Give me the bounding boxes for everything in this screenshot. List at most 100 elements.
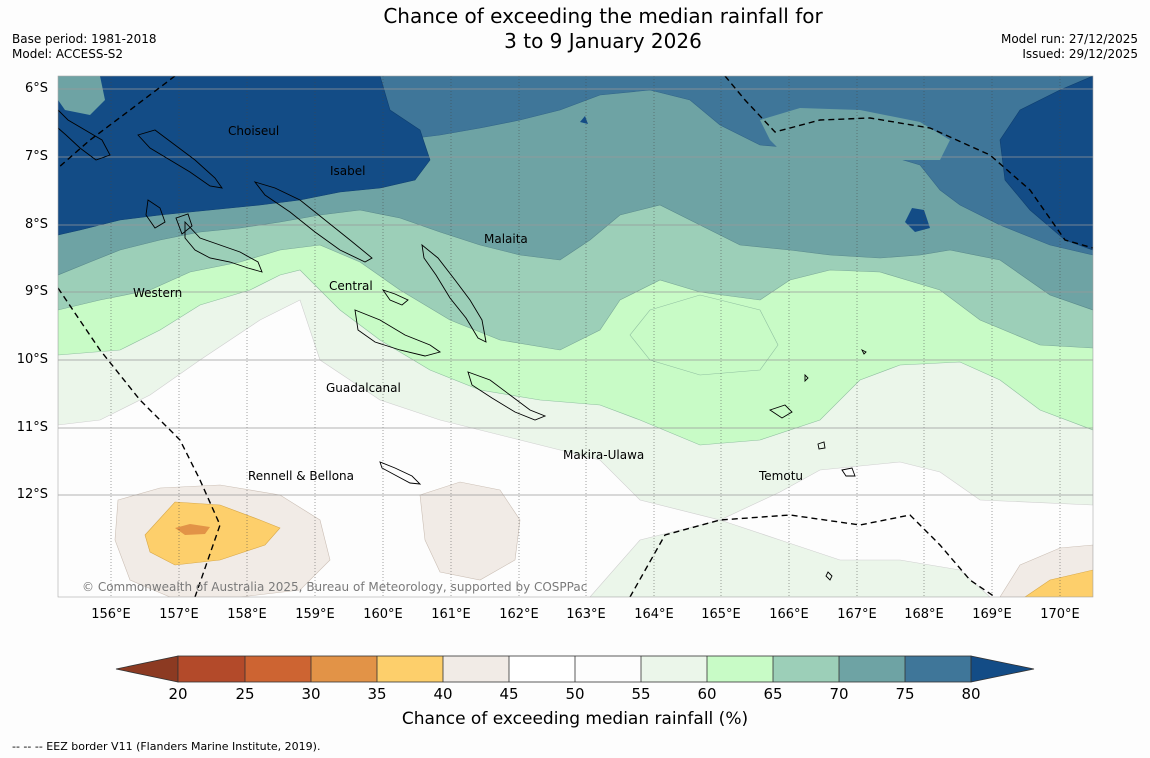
- lon-label-162e: 162°E: [499, 607, 539, 622]
- lat-label-6s: 6°S: [24, 81, 48, 96]
- base-period: Base period: 1981-2018: [12, 32, 157, 46]
- colorbar-tick-65: 65: [763, 685, 783, 703]
- lon-label-168e: 168°E: [904, 607, 944, 622]
- model-run-date: Model run: 27/12/2025: [1000, 32, 1138, 46]
- place-malaita: Malaita: [484, 232, 528, 246]
- lon-label-156e: 156°E: [91, 607, 131, 622]
- colorbar-label: Chance of exceeding median rainfall (%): [401, 709, 749, 729]
- patch-35-40-se: [1024, 569, 1093, 597]
- island-choiseul: [137, 129, 223, 189]
- lon-label-158e: 158°E: [227, 607, 267, 622]
- colorbar-tick-40: 40: [433, 685, 453, 703]
- patch-70-75-nw: [58, 76, 105, 115]
- colorbar-seg-45-50: [509, 656, 575, 682]
- colorbar: [115, 655, 1035, 683]
- lat-label-10s: 10°S: [16, 352, 48, 367]
- parallel-grid: [58, 88, 1093, 496]
- colorbar-tick-45: 45: [499, 685, 519, 703]
- lon-label-161e: 161°E: [431, 607, 471, 622]
- lon-label-160e: 160°E: [363, 607, 403, 622]
- model-name: Model: ACCESS-S2: [12, 47, 124, 61]
- colorbar-seg-30-35: [311, 656, 377, 682]
- island-bougainville: [58, 109, 111, 161]
- eez-north: [724, 76, 1093, 249]
- island-tikopia: [825, 571, 833, 581]
- lon-label-167e: 167°E: [837, 607, 877, 622]
- island-sikaiana: [860, 348, 867, 355]
- lon-label-159e: 159°E: [295, 607, 335, 622]
- lon-label-166e: 166°E: [769, 607, 809, 622]
- colorbar-seg-35-40: [377, 656, 443, 682]
- island-florida: [381, 289, 409, 306]
- place-makira-ulawa: Makira-Ulawa: [563, 448, 645, 462]
- eez-borders: [58, 76, 1093, 597]
- island-makira: [467, 371, 547, 421]
- eez-west: [58, 76, 176, 169]
- lat-label-11s: 11°S: [16, 420, 48, 435]
- island-rennell: [379, 461, 422, 485]
- island-new-georgia: [184, 220, 263, 273]
- island-malaita: [421, 243, 487, 343]
- island-santa-cruz: [768, 404, 793, 419]
- colorbar-seg-60-65: [707, 656, 773, 682]
- island-vanikoro: [841, 467, 856, 477]
- title-line-2: 3 to 9 January 2026: [504, 29, 702, 53]
- meta-right: Model run: 27/12/2025 Issued: 29/12/2025: [1001, 32, 1138, 62]
- place-temotu: Temotu: [759, 469, 804, 483]
- colorbar-tick-25: 25: [235, 685, 255, 703]
- issued-date: Issued: 29/12/2025: [1022, 47, 1138, 61]
- lon-label-170e: 170°E: [1040, 607, 1080, 622]
- colorbar-tick-20: 20: [168, 685, 188, 703]
- lon-label-157e: 157°E: [159, 607, 199, 622]
- colorbar-seg-25-30: [245, 656, 311, 682]
- place-isabel: Isabel: [330, 164, 366, 178]
- title-line-1: Chance of exceeding the median rainfall …: [383, 4, 823, 28]
- colorbar-seg-75-80: [905, 656, 971, 682]
- colorbar-seg-50-55: [575, 656, 641, 682]
- place-guadalcanal: Guadalcanal: [326, 381, 401, 395]
- colorbar-tick-80: 80: [961, 685, 981, 703]
- place-choiseul: Choiseul: [228, 124, 280, 138]
- lat-label-9s: 9°S: [24, 284, 48, 299]
- island-vella: [145, 199, 166, 229]
- colorbar-frame: [177, 655, 972, 683]
- island-kolombangara: [175, 213, 193, 235]
- island-utupua: [817, 441, 826, 450]
- patch-30-35: [175, 524, 210, 535]
- meta-left: Base period: 1981-2018 Model: ACCESS-S2: [12, 32, 157, 62]
- map-title: Chance of exceeding the median rainfall …: [0, 4, 1150, 54]
- island-guadalcanal: [354, 309, 442, 357]
- colorbar-tick-50: 50: [565, 685, 585, 703]
- colorbar-tick-70: 70: [829, 685, 849, 703]
- place-central: Central: [329, 279, 373, 293]
- colorbar-tick-60: 60: [697, 685, 717, 703]
- lon-label-169e: 169°E: [972, 607, 1012, 622]
- colorbar-seg-20-25: [178, 656, 245, 682]
- lon-label-165e: 165°E: [701, 607, 741, 622]
- colorbar-arrow-low: [115, 655, 179, 683]
- copyright-notice: © Commonwealth of Australia 2025, Bureau…: [82, 580, 588, 594]
- place-rennell-bellona: Rennell & Bellona: [248, 469, 355, 483]
- patch-40-45-mid: [419, 481, 521, 581]
- colorbar-tick-35: 35: [367, 685, 387, 703]
- colorbar-seg-40-45: [443, 656, 509, 682]
- island-reef: [804, 373, 809, 383]
- eez-south: [629, 514, 996, 597]
- colorbar-seg-55-60: [641, 656, 707, 682]
- patch-60-65-east: [629, 294, 779, 376]
- colorbar-seg-65-70: [773, 656, 839, 682]
- band-above-80-east: [999, 76, 1093, 251]
- eez-footer-note: -- -- -- EEZ border V11 (Flanders Marine…: [12, 740, 321, 753]
- lon-label-163e: 163°E: [566, 607, 606, 622]
- coastlines: [58, 109, 867, 581]
- map-frame: [57, 75, 1094, 598]
- lat-label-8s: 8°S: [24, 217, 48, 232]
- map-area: [58, 76, 1093, 597]
- place-western: Western: [133, 286, 183, 300]
- colorbar-seg-70-75: [839, 656, 905, 682]
- colorbar-tick-30: 30: [301, 685, 321, 703]
- island-isabel: [253, 181, 373, 263]
- eez-southwest: [58, 287, 221, 597]
- colorbar-arrow-high: [970, 655, 1035, 683]
